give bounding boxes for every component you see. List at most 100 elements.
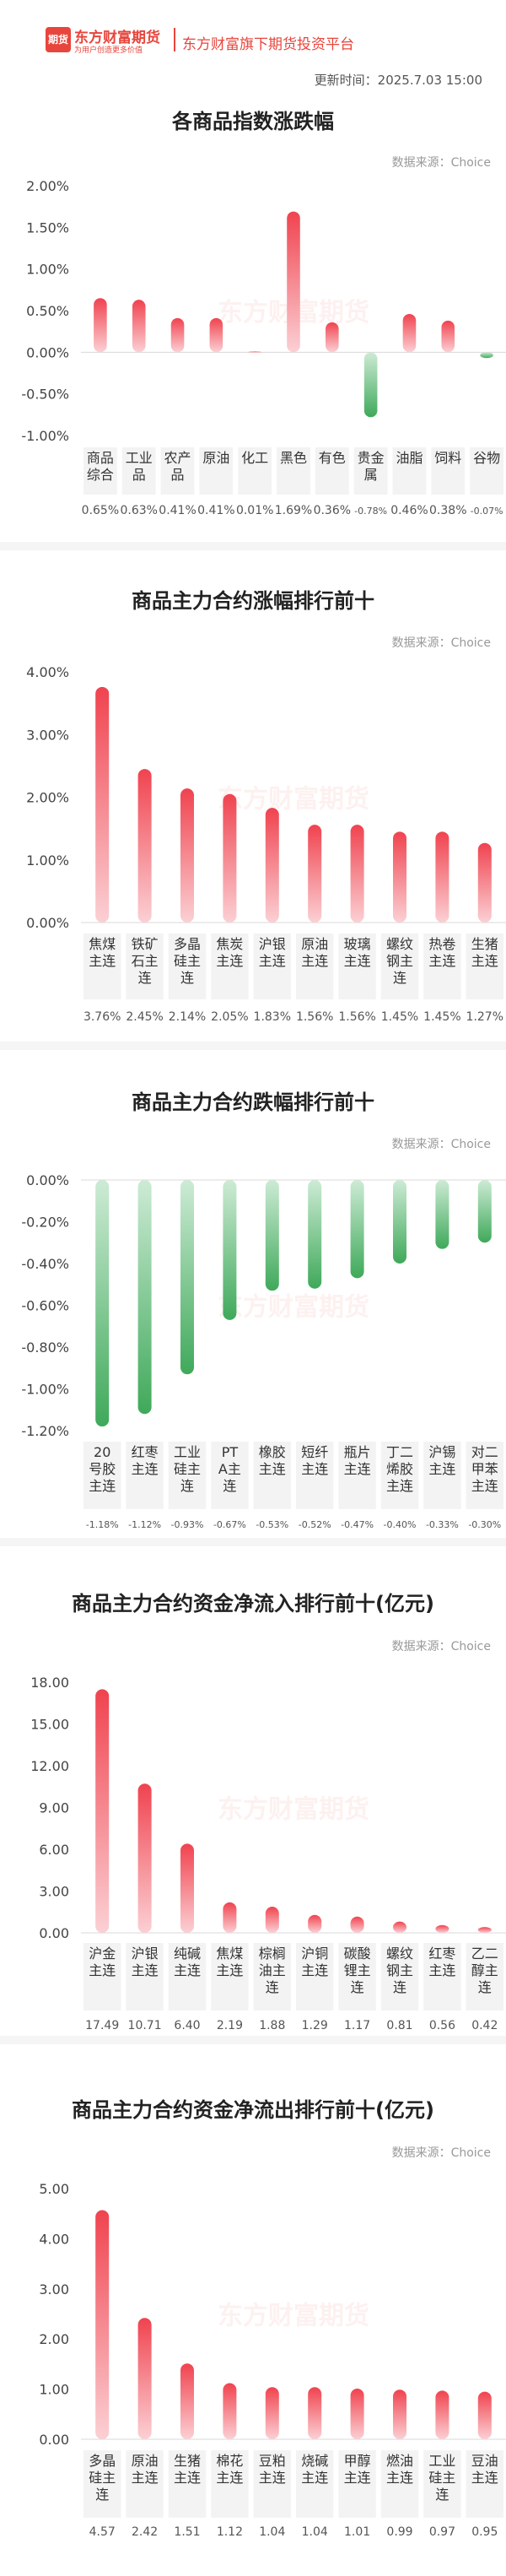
- category-label-box: [380, 2450, 419, 2518]
- category-label-box: [83, 934, 121, 999]
- update-time: 更新时间：2025.7.03 15:00: [314, 73, 482, 88]
- category-label: 农产品: [164, 450, 191, 483]
- bar: [480, 352, 493, 359]
- bar: [308, 825, 322, 923]
- y-tick-label: 0.50%: [26, 303, 69, 319]
- category-label: 玻璃主连: [344, 936, 371, 969]
- category-label-box: [296, 2450, 334, 2518]
- category-label-box: [423, 934, 461, 999]
- bar: [350, 2389, 364, 2439]
- brand-name: 东方财富期货: [74, 30, 160, 46]
- y-tick-label: 4.00%: [26, 664, 69, 680]
- watermark-text: 东方财富期货: [218, 785, 369, 814]
- category-label-box: [466, 934, 503, 999]
- value-label: 0.38%: [429, 504, 466, 517]
- value-label: 1.51: [174, 2525, 200, 2539]
- category-label: 沪银主连: [132, 1946, 159, 1978]
- category-label-box: [211, 1943, 249, 2010]
- category-label: 焦炭主连: [216, 936, 243, 969]
- value-label: 0.99: [386, 2525, 412, 2539]
- category-label-box: [160, 447, 195, 495]
- brand-divider: [174, 28, 175, 51]
- category-label-box: [83, 1442, 121, 1509]
- bar: [248, 351, 261, 353]
- category-label-box: [296, 934, 334, 999]
- value-label: -0.52%: [299, 1519, 331, 1530]
- category-label-box: [253, 2450, 291, 2518]
- y-tick-label: 6.00: [39, 1842, 69, 1858]
- value-label: 0.65%: [82, 504, 119, 517]
- y-tick-label: 1.50%: [26, 219, 69, 235]
- y-tick-label: 9.00: [39, 1800, 69, 1816]
- bar: [95, 1180, 110, 1427]
- value-label: 0.97: [429, 2525, 455, 2539]
- watermark-text: 东方财富期货: [218, 1293, 369, 1323]
- category-label-box: [470, 447, 503, 495]
- category-label-box: [466, 2450, 503, 2518]
- y-tick-label: 3.00: [39, 1884, 69, 1900]
- bar: [326, 322, 339, 353]
- bar: [435, 831, 449, 923]
- data-source: 数据来源：Choice: [391, 156, 491, 170]
- bar: [95, 1689, 110, 1933]
- category-label: 沪金主连: [89, 1946, 116, 1978]
- bar: [137, 1180, 152, 1415]
- category-label-box: [353, 447, 388, 495]
- bar: [180, 1843, 194, 1933]
- watermark-text: 东方财富期货: [218, 1795, 369, 1825]
- y-tick-label: 4.00: [39, 2231, 69, 2247]
- category-label: 橡胶主连: [259, 1444, 286, 1477]
- value-label: 0.56: [429, 2019, 455, 2032]
- y-tick-label: 0.00%: [26, 1172, 69, 1188]
- bar: [265, 2387, 279, 2439]
- category-label-box: [423, 1442, 461, 1509]
- value-label: 0.41%: [159, 504, 196, 517]
- y-tick-label: 2.00%: [26, 790, 69, 806]
- category-label: 红枣主连: [132, 1444, 159, 1477]
- category-label-box: [423, 1943, 461, 2010]
- value-label: 1.69%: [275, 504, 312, 517]
- category-label-box: [431, 447, 466, 495]
- data-source: 数据来源：Choice: [391, 636, 491, 650]
- bar: [137, 2318, 152, 2439]
- bar: [137, 769, 152, 923]
- category-label: 螺纹钢主连: [386, 1946, 413, 1995]
- category-label-box: [296, 1943, 334, 2010]
- category-label-box: [423, 2450, 461, 2518]
- bar: [170, 317, 185, 353]
- value-label: 2.14%: [169, 1010, 206, 1024]
- value-label: 0.81: [386, 2019, 412, 2032]
- y-tick-label: -0.50%: [21, 387, 69, 403]
- y-tick-label: 0.00%: [26, 915, 69, 931]
- category-label: 生猪主连: [174, 2453, 201, 2486]
- bar: [94, 298, 107, 353]
- y-tick-label: 3.00: [39, 2281, 69, 2297]
- category-label: 沪银主连: [259, 936, 286, 969]
- brand-slogan: 为用户创造更多价值: [74, 46, 143, 55]
- category-label: 短纤主连: [301, 1444, 328, 1477]
- category-label-box: [315, 447, 349, 495]
- bar: [265, 808, 279, 923]
- category-label: 烧碱主连: [301, 2453, 328, 2486]
- watermark-text: 东方财富期货: [218, 2302, 369, 2331]
- category-label-box: [380, 1442, 419, 1509]
- bar: [308, 1180, 322, 1289]
- y-tick-label: 3.00%: [26, 727, 69, 743]
- bar: [308, 1914, 322, 1933]
- category-label: 燃油主连: [386, 2453, 413, 2486]
- value-label: 1.27%: [466, 1010, 503, 1024]
- bar: [441, 320, 455, 353]
- y-tick-label: 5.00: [39, 2181, 69, 2197]
- value-label: 1.83%: [254, 1010, 291, 1024]
- category-label: 油脂: [396, 450, 423, 466]
- category-label: 棉花主连: [216, 2453, 243, 2486]
- value-label: -1.12%: [128, 1519, 161, 1530]
- chart-gainers: 东方财富期货 4.00% 3.00% 2.00% 1.00% 0.00% 焦煤主连 3.76%…: [26, 664, 506, 1024]
- bar: [435, 2390, 449, 2439]
- category-label-box: [199, 447, 234, 495]
- chart-losers: 东方财富期货 0.00% -0.20% -0.40% -0.60% -0.80% -1.00…: [21, 1172, 506, 1530]
- category-label: 红枣主连: [428, 1946, 455, 1978]
- value-label: 1.56%: [296, 1010, 333, 1024]
- value-label: -1.18%: [86, 1519, 119, 1530]
- bar: [393, 831, 406, 923]
